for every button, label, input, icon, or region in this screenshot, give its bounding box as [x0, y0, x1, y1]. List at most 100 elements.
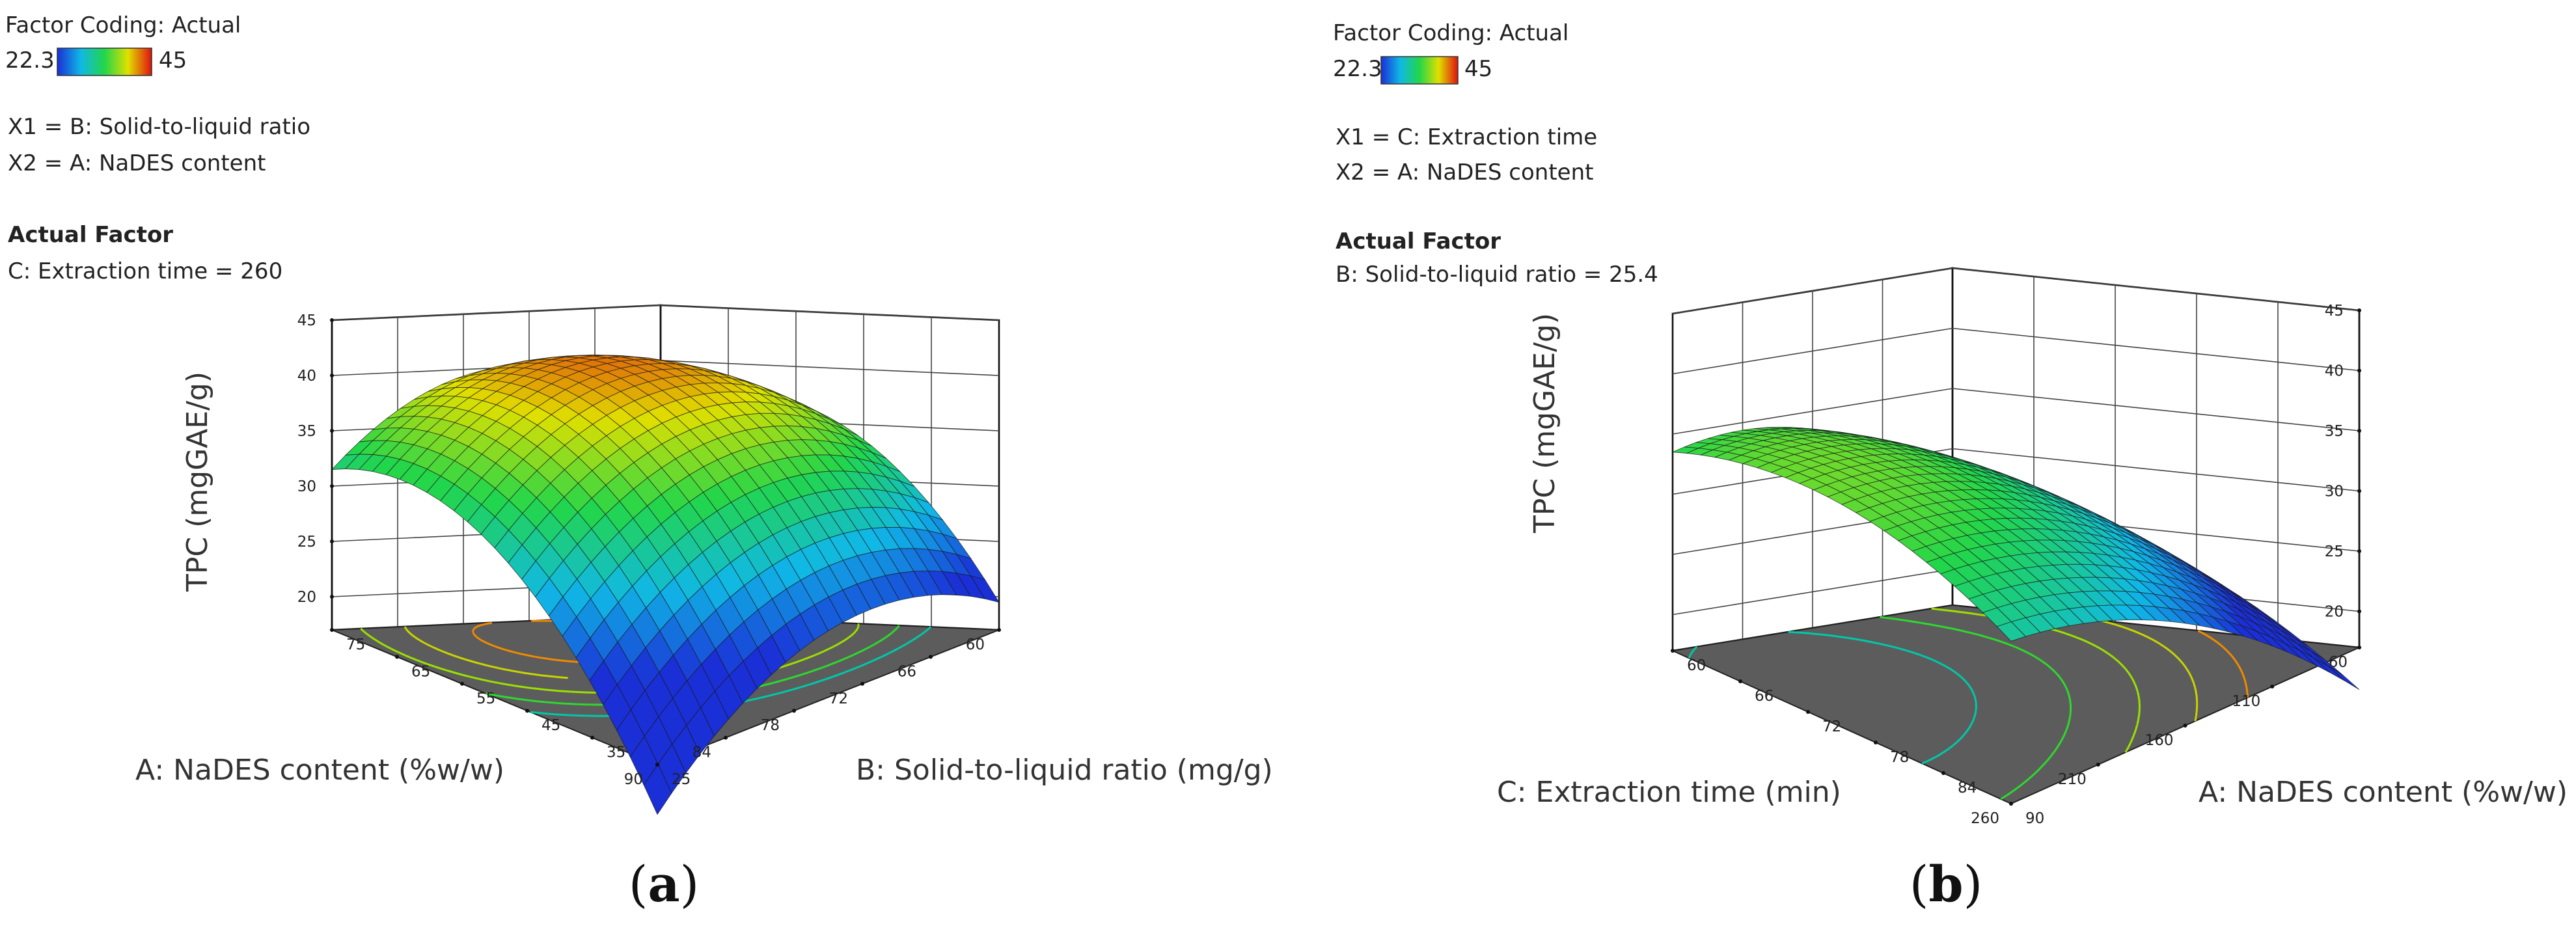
actual-factor-value: B: Solid-to-liquid ratio = 25.4: [1336, 262, 1658, 288]
x-tick-label: 55: [476, 690, 495, 707]
y-tick-mark: [724, 735, 728, 740]
legend-header: Factor Coding: Actual: [1333, 20, 1569, 46]
x-axis-title: C: Extraction time (min): [1497, 776, 1841, 809]
x-tick-label: 160: [2145, 732, 2174, 749]
y-tick-mark: [2009, 802, 2013, 806]
z-tick-label: 35: [2325, 423, 2344, 440]
x-tick-mark: [2270, 685, 2275, 688]
surface-plot-a: 20 25 30 35 40 45 25 35 45 55 65 75 60 66 72 78 84 90: [297, 304, 1001, 815]
y-tick-label: 90: [624, 771, 643, 788]
x-tick-mark: [590, 735, 594, 740]
actual-factor-title: Actual Factor: [1336, 228, 1501, 254]
x-tick-label: 45: [541, 717, 560, 734]
z-tick-label: 35: [297, 423, 316, 440]
y-axis-title: A: NaDES content (%w/w): [135, 754, 504, 787]
legend-x1: X1 = B: Solid-to-liquid ratio: [8, 114, 310, 140]
x-tick-label: 25: [672, 771, 691, 788]
colorbar-min-label: 22.3: [5, 48, 55, 74]
wall-grid-line: [1672, 327, 2360, 375]
actual-factor-value: C: Extraction time = 260: [8, 258, 282, 284]
y-tick-label: 78: [761, 717, 780, 734]
y-tick-mark: [1738, 679, 1742, 683]
wall-grid-line: [1672, 388, 2360, 435]
tick-labels: 20 25 30 35 40 45 25 35 45 55 65 75 60 66 72 78 84 90: [297, 312, 1001, 788]
z-axis-title: TPC (mgGAE/g): [181, 372, 214, 592]
legend-x2: X2 = A: NaDES content: [8, 150, 266, 176]
y-tick-mark: [1806, 710, 1810, 714]
x-axis-title: B: Solid-to-liquid ratio (mg/g): [856, 754, 1273, 787]
surface-cell: [643, 763, 672, 815]
y-tick-mark: [655, 763, 659, 767]
y-tick-label: 84: [692, 744, 711, 761]
z-tick-label: 25: [2325, 543, 2344, 560]
wall-grid-line: [331, 305, 1000, 321]
wall-grid-line: [1672, 267, 2360, 314]
wall-grid-line: [1672, 448, 2360, 495]
y-axis-title: A: NaDES content (%w/w): [2199, 776, 2568, 809]
response-surface: [1672, 426, 2360, 690]
tick-labels: 20 25 30 35 40 45 60 110 160 210 260 60 66 72 78 84 90: [1671, 303, 2361, 827]
contour-line: [1880, 616, 2072, 800]
z-tick-label: 30: [2325, 483, 2344, 500]
y-tick-mark: [792, 709, 796, 713]
colorbar-max-label: 45: [1464, 56, 1492, 82]
panel-label-a: a: [648, 855, 679, 913]
x-tick-label: 110: [2232, 693, 2260, 710]
x-tick-label: 75: [346, 636, 365, 653]
z-tick-label: 45: [297, 312, 316, 329]
contour-line: [1688, 631, 1977, 765]
colorbar-min-label: 22.3: [1333, 56, 1382, 82]
y-tick-label: 60: [1687, 657, 1706, 674]
surface-cell: [1996, 621, 2027, 642]
y-tick-label: 60: [966, 636, 985, 653]
y-tick-mark: [1671, 649, 1675, 653]
y-tick-label: 66: [897, 663, 916, 680]
surface-plot-b: 20 25 30 35 40 45 60 110 160 210 260 60 66 72 78 84 90: [1670, 267, 2362, 827]
x-tick-label: 260: [1971, 810, 1999, 827]
y-tick-mark: [997, 628, 1001, 632]
y-tick-mark: [1941, 771, 1945, 775]
y-tick-mark: [1874, 741, 1878, 744]
y-tick-mark: [929, 655, 933, 659]
colorbar: [1380, 56, 1459, 85]
x-tick-mark: [2096, 763, 2100, 767]
z-tick-label: 45: [2325, 303, 2344, 320]
z-tick-label: 40: [297, 368, 316, 385]
x-tick-label: 65: [411, 663, 430, 680]
x-tick-label: 210: [2058, 771, 2087, 788]
z-tick-label: 30: [297, 478, 316, 495]
panel-caption-a: (a): [629, 855, 700, 913]
y-tick-label: 72: [829, 690, 848, 707]
legend-x2: X2 = A: NaDES content: [1336, 159, 1593, 185]
legend-a: Factor Coding: Actual 22.3 45 X1 = B: So…: [5, 12, 310, 284]
panel-a: Factor Coding: Actual 22.3 45 X1 = B: So…: [5, 12, 1273, 913]
x-tick-label: 60: [2329, 654, 2348, 671]
y-tick-label: 66: [1755, 688, 1774, 705]
y-tick-mark: [860, 681, 864, 686]
response-surface: [331, 355, 1000, 815]
y-tick-label: 84: [1958, 780, 1977, 797]
colorbar: [57, 48, 152, 76]
z-tick-label: 20: [2325, 604, 2344, 621]
x-tick-mark: [395, 655, 399, 659]
x-tick-mark: [2183, 724, 2187, 728]
y-tick-label: 78: [1890, 749, 1909, 766]
panel-label-b: b: [1928, 855, 1963, 913]
contour-line: [2197, 629, 2249, 698]
panel-b: Factor Coding: Actual 22.3 45 X1 = C: Ex…: [1333, 20, 2568, 913]
legend-x1: X1 = C: Extraction time: [1336, 124, 1597, 150]
z-tick-label: 40: [2325, 363, 2344, 380]
x-tick-label: 35: [607, 744, 625, 761]
y-tick-label: 90: [2025, 810, 2044, 827]
legend-b: Factor Coding: Actual 22.3 45 X1 = C: Ex…: [1333, 20, 1658, 288]
z-tick-label: 25: [297, 534, 316, 551]
z-axis-title: TPC (mgGAE/g): [1528, 313, 1561, 534]
legend-header: Factor Coding: Actual: [5, 12, 241, 38]
x-tick-mark: [525, 709, 529, 713]
x-tick-mark: [460, 681, 464, 686]
colorbar-max-label: 45: [159, 48, 187, 74]
actual-factor-title: Actual Factor: [8, 222, 173, 248]
z-tick-label: 20: [297, 589, 316, 606]
y-tick-label: 72: [1822, 718, 1841, 735]
